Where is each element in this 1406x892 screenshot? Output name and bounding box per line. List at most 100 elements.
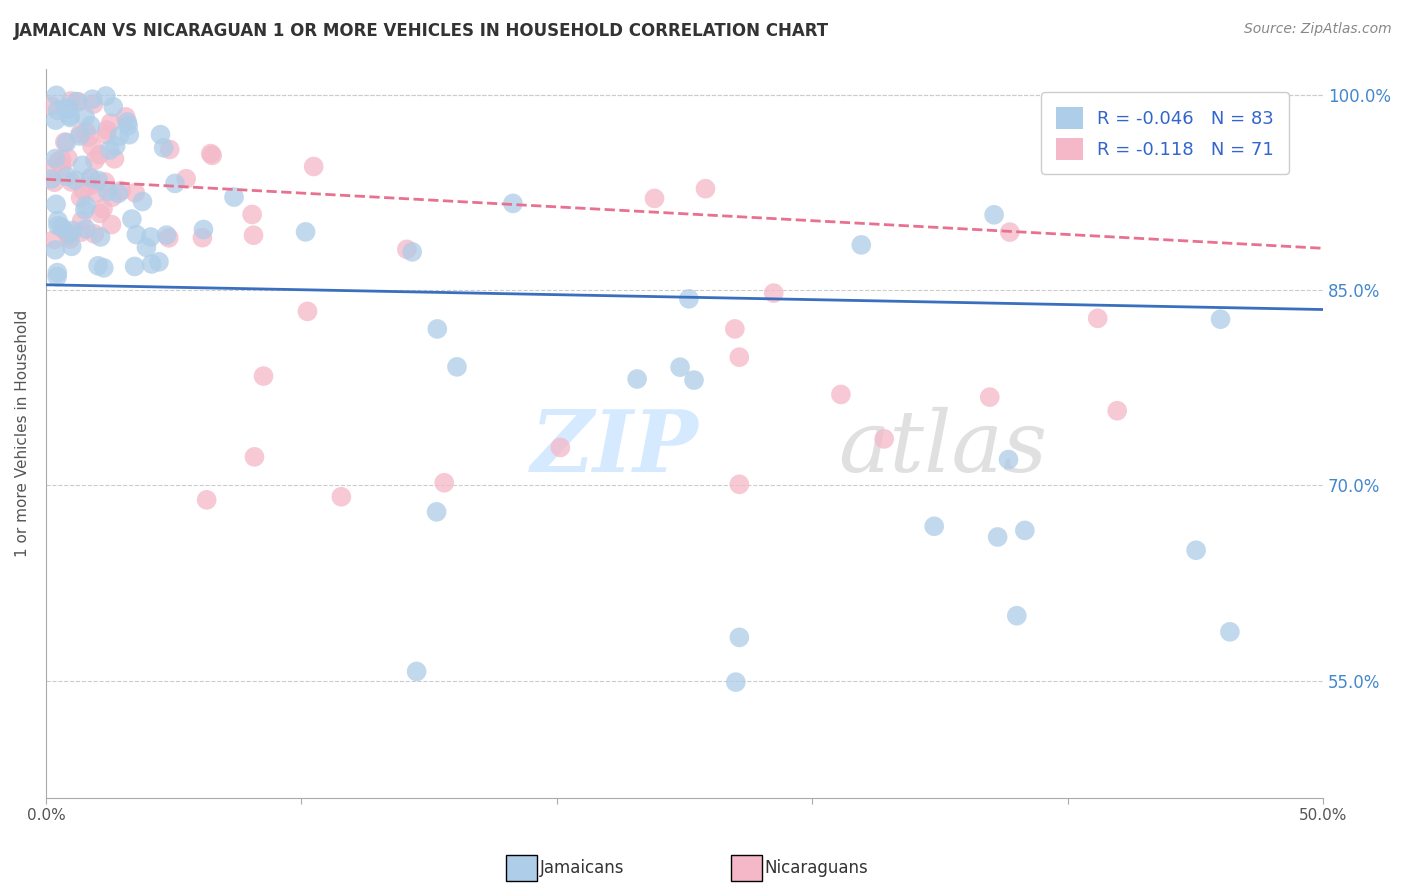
Point (77, 130, 100, 145)
Point (242, 228, 264, 243)
Y-axis label: 1 or more Vehicles in Household: 1 or more Vehicles in Household (15, 310, 30, 557)
Point (683, 373, 706, 387)
Point (44, 233, 66, 247)
Point (200, 146, 222, 161)
Point (728, 631, 751, 645)
Point (84, 186, 107, 201)
Point (302, 160, 325, 174)
Point (70, 214, 93, 228)
Point (100, 218, 122, 232)
Point (59, 232, 82, 246)
Point (89, 206, 111, 220)
Point (96, 123, 118, 137)
Point (46, 103, 69, 118)
Point (75, 222, 97, 236)
Point (83, 153, 105, 168)
Point (121, 212, 143, 227)
Point (851, 238, 873, 252)
Point (79, 119, 101, 133)
Text: Nicaraguans: Nicaraguans (765, 859, 869, 877)
Point (724, 322, 747, 336)
Point (1209, 312, 1232, 326)
Point (96, 128, 118, 142)
Point (125, 227, 148, 242)
Point (39, 172, 62, 186)
Point (80, 139, 103, 153)
Point (148, 255, 170, 269)
Text: Jamaicans: Jamaicans (540, 859, 624, 877)
Point (65, 95, 87, 109)
Point (155, 228, 177, 243)
Point (80, 171, 103, 186)
Point (83, 227, 105, 241)
Text: ZIP: ZIP (531, 406, 699, 490)
Point (103, 152, 125, 166)
Point (1087, 311, 1109, 326)
Point (330, 490, 353, 504)
Point (201, 148, 224, 162)
Point (79, 170, 101, 185)
Point (60, 175, 83, 189)
Point (39, 161, 62, 176)
Point (94, 175, 117, 189)
Point (401, 244, 423, 259)
Point (149, 128, 172, 142)
Point (93, 260, 115, 275)
Point (1185, 543, 1208, 558)
Point (55, 136, 77, 150)
Point (60, 239, 83, 253)
Point (157, 231, 180, 245)
Point (72, 158, 94, 172)
Point (101, 190, 124, 204)
Point (73, 110, 96, 124)
Point (56, 151, 79, 165)
Point (728, 350, 751, 364)
Point (58, 228, 80, 243)
Point (139, 230, 162, 244)
Point (44, 243, 66, 257)
Point (55, 169, 77, 184)
Point (695, 182, 717, 196)
Point (644, 191, 666, 205)
Point (62, 223, 84, 237)
Point (294, 225, 316, 239)
Point (131, 194, 153, 209)
Point (46, 213, 69, 227)
Text: Source: ZipAtlas.com: Source: ZipAtlas.com (1244, 22, 1392, 37)
Point (46, 269, 69, 284)
Point (45, 113, 67, 128)
Point (80, 178, 103, 193)
Point (70, 225, 93, 239)
Point (41, 99, 63, 113)
Point (69, 129, 91, 144)
Point (873, 432, 896, 446)
Point (91, 202, 114, 216)
Point (240, 207, 263, 221)
Point (59, 109, 82, 123)
Point (59, 94, 82, 108)
Point (395, 243, 418, 257)
Point (1005, 608, 1028, 623)
Point (75, 124, 97, 138)
Point (405, 665, 427, 679)
Point (89, 147, 111, 161)
Point (107, 186, 129, 201)
Point (1014, 524, 1036, 538)
Point (48, 154, 70, 169)
Text: atlas: atlas (838, 407, 1047, 489)
Point (426, 505, 449, 519)
Point (53, 223, 76, 237)
Point (100, 116, 122, 130)
Point (108, 129, 131, 144)
Point (762, 286, 785, 301)
Point (728, 477, 751, 491)
Point (46, 219, 69, 233)
Point (44, 175, 66, 189)
Point (191, 230, 214, 244)
Point (110, 184, 132, 198)
Point (65, 173, 87, 187)
Point (433, 475, 456, 490)
Point (669, 360, 692, 375)
Point (59, 111, 82, 125)
Point (45, 197, 67, 211)
